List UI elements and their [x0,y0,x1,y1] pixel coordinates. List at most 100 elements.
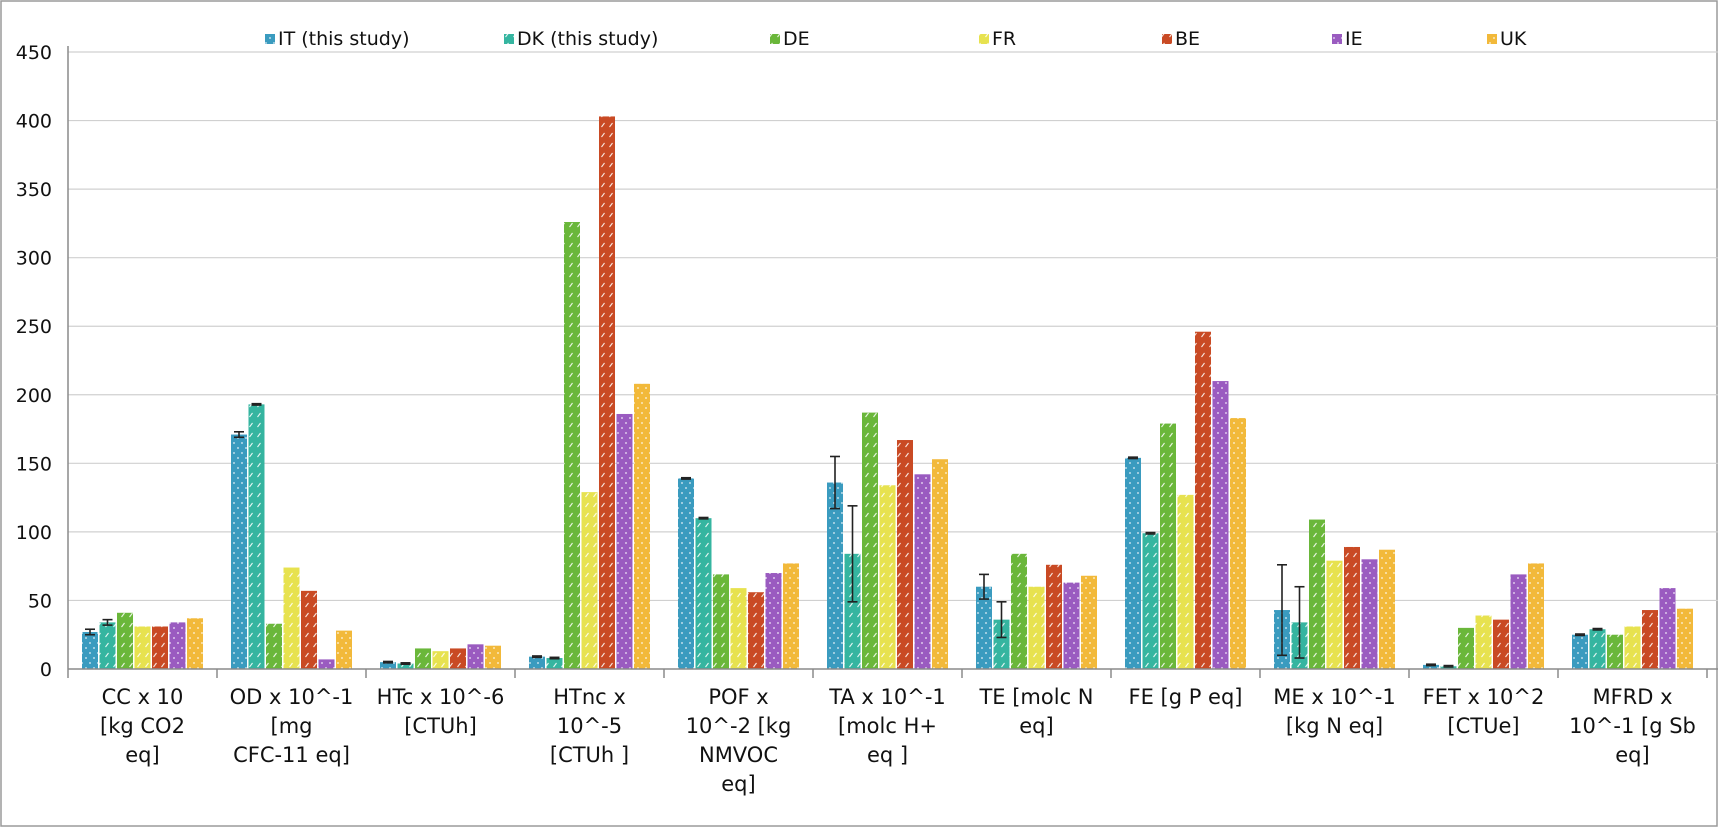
bar [730,588,747,669]
gridlines [68,51,1718,602]
legend-item: UK [1487,28,1527,50]
bar [616,413,633,669]
bar [564,222,580,670]
bar [844,553,861,669]
legend-swatch [265,34,275,44]
bar [765,573,782,669]
bar [879,485,896,669]
y-axis-tick-labels: 0 50 100 150 200 250 300 350 400 450 [16,42,52,681]
bar [1624,626,1641,669]
series-be [152,116,1658,670]
y-tick-label: 0 [40,659,52,681]
y-tick-label: 100 [16,522,52,544]
series-ie [169,381,1676,669]
bar [1028,586,1045,669]
series-uk [187,383,1693,669]
bar [266,623,282,669]
bar [1309,519,1325,669]
x-tick-label: HTc x 10^-6 [CTUh] [377,685,505,738]
bar [634,383,650,669]
bar [318,659,335,669]
bar [82,631,98,669]
bar [1230,418,1246,669]
bar [187,618,203,669]
bar [1589,629,1606,669]
bar [432,651,449,669]
bar [1379,549,1395,669]
bar [546,658,563,669]
bar [485,645,501,669]
legend-swatch [1332,34,1342,44]
bar [1493,619,1509,669]
bar [1528,563,1544,669]
bar [1361,559,1378,669]
bar [1326,560,1343,669]
bar [993,619,1010,669]
bar [415,648,431,669]
bar [336,630,352,669]
y-tick-label: 200 [16,385,52,407]
axes [67,46,1718,678]
x-tick-label: FET x 10^2 [CTUe] [1423,685,1545,738]
bar [748,592,764,669]
legend-swatch [504,34,514,44]
y-tick-label: 50 [28,590,52,612]
bar [1344,546,1360,669]
x-tick-label: HTnc x 10^-5 [CTUh ] [550,685,629,767]
series-dk-this-study [99,402,1606,669]
bar [301,590,317,669]
x-tick-label: OD x 10^-1 [mg CFC-11 eq] [230,685,354,767]
bar [1081,575,1097,669]
bar [1572,634,1588,669]
legend-label: DE [783,28,810,50]
series-it-this-study [82,430,1588,669]
x-tick-label: ME x 10^-1 [kg N eq] [1273,685,1395,738]
bar [1125,457,1141,669]
bar [1063,582,1080,669]
bar [529,656,545,669]
bar [134,626,151,669]
bar [914,474,931,669]
bar [1177,494,1194,669]
legend-item: DK (this study) [504,28,658,50]
bar [248,404,265,669]
bar [897,440,913,669]
bar [467,644,484,669]
x-tick-label: MFRD x 10^-1 [g Sb eq] [1569,685,1696,767]
y-tick-label: 450 [16,42,52,64]
bar [827,482,843,669]
bar [1677,608,1693,669]
bar [1011,553,1027,669]
bar [380,662,396,669]
bar [599,116,615,670]
bar [1212,381,1229,669]
bars [82,116,1693,670]
legend-item: BE [1162,28,1200,50]
bar [1046,564,1062,669]
legend-label: FR [992,28,1016,50]
bar [783,563,799,669]
bar [932,459,948,669]
legend-swatch [1487,34,1497,44]
bar [1642,610,1658,669]
series-de [117,222,1623,670]
bar [1659,588,1676,669]
legend-label: BE [1175,28,1200,50]
y-tick-label: 350 [16,179,52,201]
bar [1195,331,1211,669]
y-tick-label: 300 [16,248,52,270]
bar [862,412,878,669]
bar [231,434,247,669]
legend-item: FR [979,28,1016,50]
bar [99,622,116,669]
y-tick-label: 400 [16,111,52,133]
legend-label: DK (this study) [517,28,658,50]
bar [1510,574,1527,669]
legend-swatch [1162,34,1172,44]
bar [117,612,133,669]
y-tick-label: 250 [16,316,52,338]
bar [1458,627,1474,669]
legend-swatch [979,34,989,44]
